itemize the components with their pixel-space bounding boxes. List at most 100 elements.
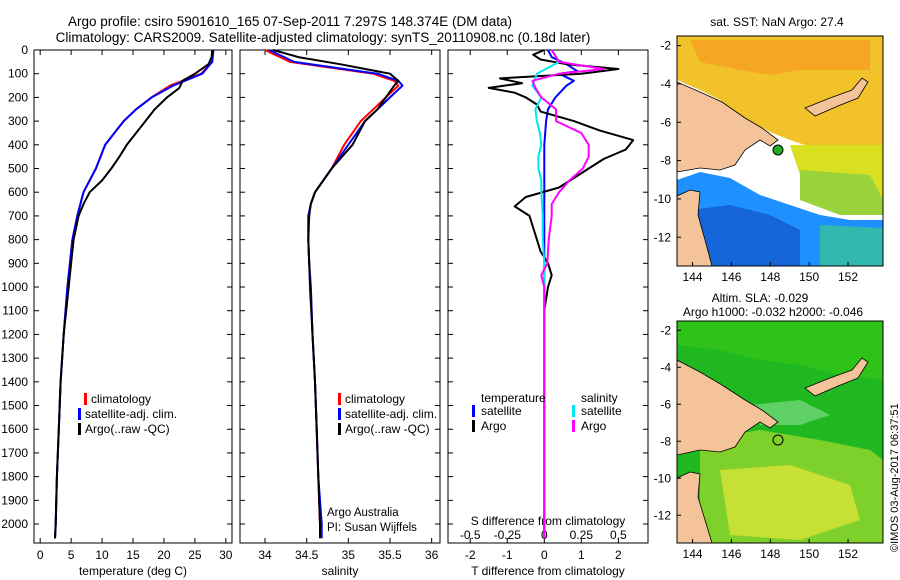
legend-swatch-satellite	[78, 408, 81, 420]
map-x-tick-label: 150	[799, 547, 819, 561]
map2-argo-marker	[772, 434, 784, 446]
map-x-tick-label: 148	[760, 547, 780, 561]
legend-label-climatology: climatology	[91, 392, 151, 406]
legend-label-sal-satellite: satellite	[581, 404, 622, 418]
legend-swatch-climatology	[338, 393, 341, 405]
series-line	[531, 49, 605, 539]
map1-land-australia	[677, 189, 713, 266]
legend-header-salinity: salinity	[581, 391, 618, 405]
y-tick-label: 500	[8, 162, 28, 176]
y-tick-label: 200	[8, 90, 28, 104]
map-y-tick-label: -8	[660, 434, 671, 448]
map-y-tick-label: -12	[654, 508, 672, 522]
map1-sst-hot	[690, 40, 870, 75]
series-line	[54, 49, 215, 539]
map-y-tick-label: -4	[660, 360, 671, 374]
plot-frame	[447, 49, 649, 544]
x-tick-label-top: -0.5	[460, 528, 481, 542]
x-tick-label: 0	[37, 548, 44, 562]
x-axis-label-top: S difference from climatology	[471, 514, 626, 528]
map1-argo-marker	[772, 144, 784, 156]
y-tick-label: 600	[8, 185, 28, 199]
series-line	[264, 49, 400, 539]
y-tick-label: 1600	[1, 422, 28, 436]
x-tick-label: 10	[95, 548, 109, 562]
legend-swatch-temp-argo	[472, 420, 475, 432]
map2-frame	[676, 320, 884, 544]
legend-label-argo: Argo(..raw -QC)	[345, 422, 430, 436]
y-tick-label: 100	[8, 67, 28, 81]
x-tick-label-top: -0.25	[494, 528, 522, 542]
map1-land-new-britain	[804, 77, 869, 117]
x-tick-label: 5	[68, 548, 75, 562]
legend-swatch-satellite	[338, 408, 341, 420]
map-x-tick-label: 152	[838, 270, 858, 284]
legend-swatch-sal-satellite	[572, 405, 575, 417]
map-y-tick-label: -2	[660, 323, 671, 337]
y-tick-label: 1300	[1, 351, 28, 365]
credit-line-2: PI: Susan Wijffels	[327, 522, 417, 534]
plot-frame	[239, 49, 441, 544]
map1-sst-colder	[690, 205, 800, 266]
legend-label-argo: Argo(..raw -QC)	[85, 422, 170, 436]
y-tick-label: 1400	[1, 375, 28, 389]
map1-sst-cool	[800, 170, 883, 215]
map2-sla-high	[720, 465, 860, 540]
map-y-tick-label: -10	[654, 192, 672, 206]
map2-title-line-2: Argo h1000: -0.032 h2000: -0.046	[683, 305, 863, 319]
x-tick-label: 36	[425, 548, 439, 562]
map-x-tick-label: 144	[683, 270, 703, 284]
y-tick-label: 1100	[2, 304, 28, 318]
map1-axes: 144 146 148 150 152 -2 -4 -6 -8 -10 -12	[654, 39, 859, 284]
legend-label-satellite: satellite-adj. clim.	[345, 407, 437, 421]
legend-label-temp-satellite: satellite	[481, 404, 522, 418]
map2-land-new-guinea	[677, 359, 779, 456]
map-y-tick-label: -2	[660, 39, 671, 53]
map1-sst	[677, 36, 883, 266]
map-x-tick-label: 148	[760, 270, 780, 284]
title-line-1: Argo profile: csiro 5901610_165 07-Sep-2…	[68, 14, 512, 29]
title-line-2: Climatology: CARS2009. Satellite-adjuste…	[56, 30, 591, 45]
map-x-tick-label: 144	[683, 547, 703, 561]
x-tick-label: 15	[126, 548, 140, 562]
map-y-tick-label: -8	[660, 154, 671, 168]
legend-swatch-sal-argo	[572, 420, 575, 432]
map-x-tick-label: 150	[799, 270, 819, 284]
x-tick-label: 30	[219, 548, 233, 562]
map-x-tick-label: 146	[721, 547, 741, 561]
series-line	[54, 49, 214, 539]
y-tick-label: 0	[21, 43, 28, 57]
x-axis-label: temperature (deg C)	[79, 564, 187, 578]
legend-swatch-argo	[338, 423, 341, 435]
x-tick-label: 35	[342, 548, 356, 562]
legend-header-temperature: temperature	[481, 391, 546, 405]
legend-label-temp-argo: Argo	[481, 419, 507, 433]
y-tick-label: 1800	[1, 470, 28, 484]
map-y-tick-label: -6	[660, 397, 671, 411]
y-tick-label: 800	[8, 233, 28, 247]
map1-frame	[676, 35, 884, 267]
series-line	[268, 49, 404, 539]
map-y-tick-label: -6	[660, 115, 671, 129]
map-y-tick-label: -12	[654, 230, 672, 244]
legend-swatch-argo	[78, 423, 81, 435]
y-tick-label: 900	[8, 256, 28, 270]
x-tick-label-top: 0.25	[570, 528, 594, 542]
y-tick-label: 300	[8, 114, 28, 128]
legend-label-climatology: climatology	[345, 392, 405, 406]
y-tick-label: 400	[8, 138, 28, 152]
x-tick-label: 2	[615, 548, 622, 562]
map2-sla-north	[677, 321, 883, 380]
map1-sst-teal	[820, 225, 883, 266]
plot-frame	[33, 49, 233, 544]
x-tick-label: 25	[188, 548, 202, 562]
x-tick-label: 1	[578, 548, 585, 562]
salinity-panel: 34 34.5 35 35.5 36 salinity	[239, 49, 441, 578]
credit-line-1: Argo Australia	[327, 507, 399, 519]
x-axis-label: T difference from climatology	[471, 564, 625, 578]
x-tick-label: 0	[541, 548, 548, 562]
y-tick-label: 1000	[1, 280, 28, 294]
map2-title-line-1: Altim. SLA: -0.029	[712, 291, 809, 305]
legend-difference-panel: temperature satellite Argo salinity sate…	[472, 391, 622, 433]
